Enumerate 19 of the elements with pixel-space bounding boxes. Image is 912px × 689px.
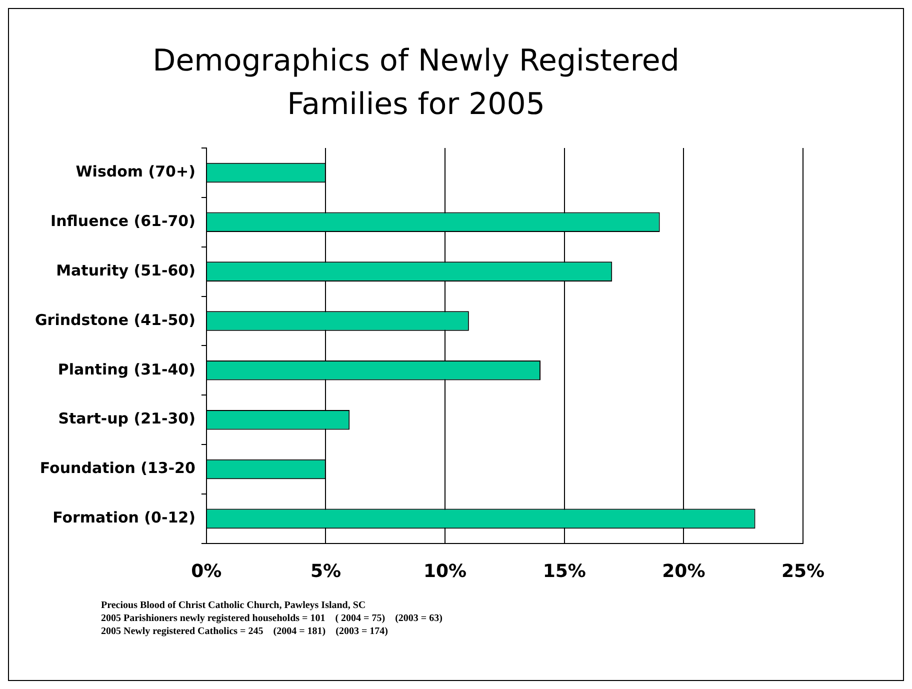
x-tick-label: 10% (424, 560, 467, 582)
x-tick-label: 25% (781, 560, 825, 582)
x-tick-label: 5% (310, 560, 342, 582)
y-tick-label: Wisdom (70+) (76, 162, 196, 181)
text: Demographics of Newly Registered (152, 44, 680, 79)
text: 2005 Parishioners newly registered households = 101 ( 2004 = 75) (2003 = 63) (101, 612, 442, 625)
text: Families for 2005 (287, 87, 545, 122)
y-tick-label: Foundation (13-20 (40, 459, 196, 478)
y-tick-label: Influence (61-70) (50, 212, 196, 230)
y-tick-label: Start-up (21-30) (58, 410, 196, 428)
x-tick-label: 0% (191, 560, 222, 582)
y-tick-label: Planting (31-40) (58, 360, 196, 378)
x-tick-label: 15% (542, 560, 586, 582)
y-tick-label: Maturity (51-60) (56, 261, 196, 280)
y-tick-label: Formation (0-12) (52, 508, 196, 527)
x-tick-label: 20% (662, 560, 706, 582)
text: Precious Blood of Christ Catholic Church, Pawleys Island, SC (101, 599, 367, 612)
y-tick-label: Grindstone (41-50) (34, 310, 196, 329)
text: 2005 Newly registered Catholics = 245 (2004 = 181) (2003 = 174) (101, 625, 389, 638)
